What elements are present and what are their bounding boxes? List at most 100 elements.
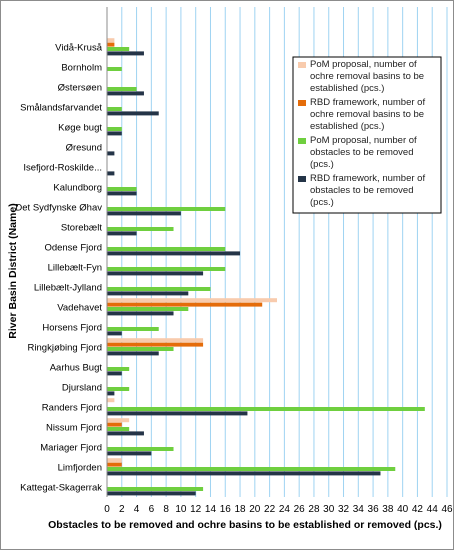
bar xyxy=(107,187,137,191)
category-label: Randers Fjord xyxy=(42,402,102,413)
bar xyxy=(107,391,115,396)
bar xyxy=(107,51,144,56)
bar xyxy=(107,287,211,291)
legend-swatch xyxy=(298,176,306,182)
bar xyxy=(107,87,137,91)
bar xyxy=(107,298,277,303)
bar xyxy=(107,231,137,236)
bar xyxy=(107,367,130,371)
bar xyxy=(107,422,122,427)
category-label: Mariager Fjord xyxy=(40,442,102,453)
bar xyxy=(107,151,115,156)
x-tick-label: 40 xyxy=(397,504,409,515)
x-tick-label: 44 xyxy=(427,504,439,515)
bar xyxy=(107,387,130,391)
x-tick-label: 22 xyxy=(264,504,276,515)
legend-swatch xyxy=(298,100,306,106)
x-tick-label: 2 xyxy=(119,504,125,515)
bar xyxy=(107,338,204,343)
bar xyxy=(107,247,226,251)
bar xyxy=(107,418,130,423)
y-axis-title: River Basin District (Name) xyxy=(7,203,19,338)
bar xyxy=(107,107,122,111)
bar xyxy=(107,347,174,351)
category-label: Øresund xyxy=(66,142,102,153)
x-tick-label: 24 xyxy=(279,504,291,515)
category-label: Vidå-Kruså xyxy=(55,42,103,53)
x-axis-title: Obstacles to be removed and ochre basins… xyxy=(48,519,442,531)
category-label: Limfjorden xyxy=(58,462,102,473)
bar xyxy=(107,427,130,431)
x-tick-label: 6 xyxy=(149,504,155,515)
bar xyxy=(107,311,174,316)
bar xyxy=(107,251,241,256)
bar xyxy=(107,451,152,456)
bar xyxy=(107,467,396,471)
bar xyxy=(107,67,122,71)
category-label: Djursland xyxy=(62,382,102,393)
category-label: Isefjord-Roskilde... xyxy=(23,162,102,173)
legend-swatch xyxy=(298,62,306,68)
x-tick-label: 46 xyxy=(441,504,453,515)
category-label: Horsens Fjord xyxy=(42,322,102,333)
category-label: Østersøen xyxy=(58,82,102,93)
bar xyxy=(107,42,115,47)
x-tick-label: 8 xyxy=(163,504,169,515)
category-label: Bornholm xyxy=(61,62,102,73)
legend-label: PoM proposal, number of ochre removal bas… xyxy=(310,59,424,94)
bar xyxy=(107,211,181,216)
x-tick-label: 20 xyxy=(249,504,261,515)
legend-label: PoM proposal, number of obstacles to be r… xyxy=(310,135,417,170)
bar xyxy=(107,458,122,463)
category-label: Vadehavet xyxy=(57,302,102,313)
bar xyxy=(107,307,189,311)
x-tick-label: 36 xyxy=(368,504,380,515)
category-label: Nissum Fjord xyxy=(46,422,102,433)
bar xyxy=(107,191,137,196)
bar xyxy=(107,371,122,376)
category-labels: Vidå-Kruså Bornholm Østersøen Smålandsfarva… xyxy=(15,42,102,493)
bar xyxy=(107,471,381,476)
bar xyxy=(107,342,204,347)
x-tick-label: 34 xyxy=(353,504,365,515)
category-label: Odense Fjord xyxy=(44,242,102,253)
bar xyxy=(107,447,174,451)
bar xyxy=(107,111,159,116)
bar xyxy=(107,331,122,336)
bar xyxy=(107,431,144,436)
bars xyxy=(107,38,425,496)
bar xyxy=(107,271,204,276)
bar xyxy=(107,302,263,307)
bar xyxy=(107,291,189,296)
bar xyxy=(107,267,226,271)
bar xyxy=(107,411,248,416)
x-tick-label: 26 xyxy=(294,504,306,515)
bar xyxy=(107,171,115,176)
x-tick-label: 38 xyxy=(382,504,394,515)
category-label: Aarhus Bugt xyxy=(50,362,103,373)
x-tick-label: 10 xyxy=(175,504,187,515)
legend-label: RBD framework, number of obstacles to be … xyxy=(310,173,425,208)
legend-swatch xyxy=(298,138,306,144)
bar xyxy=(107,227,174,231)
category-label: Storebælt xyxy=(61,222,103,233)
x-tick-label: 0 xyxy=(104,504,110,515)
bar xyxy=(107,131,122,136)
x-tick-label: 4 xyxy=(134,504,140,515)
bar xyxy=(107,38,115,43)
x-tick-label: 12 xyxy=(190,504,202,515)
x-tick-label: 32 xyxy=(338,504,350,515)
bar xyxy=(107,407,425,411)
bar xyxy=(107,462,122,467)
x-tick-labels: 0 2 4 6 8 10 12 14 16 18 20 22 24 26 28 30 32 34 36 38 40 42 4… xyxy=(104,504,453,515)
legend: PoM proposal, number of ochre removal bas… xyxy=(292,56,442,214)
bar xyxy=(107,207,226,211)
legend-label: RBD framework, number of ochre removal ba… xyxy=(310,97,425,132)
category-label: Smålandsfarvandet xyxy=(20,102,102,113)
x-tick-label: 18 xyxy=(234,504,246,515)
x-tick-label: 14 xyxy=(205,504,217,515)
bar xyxy=(107,127,122,131)
bar xyxy=(107,398,115,403)
x-tick-label: 28 xyxy=(308,504,320,515)
